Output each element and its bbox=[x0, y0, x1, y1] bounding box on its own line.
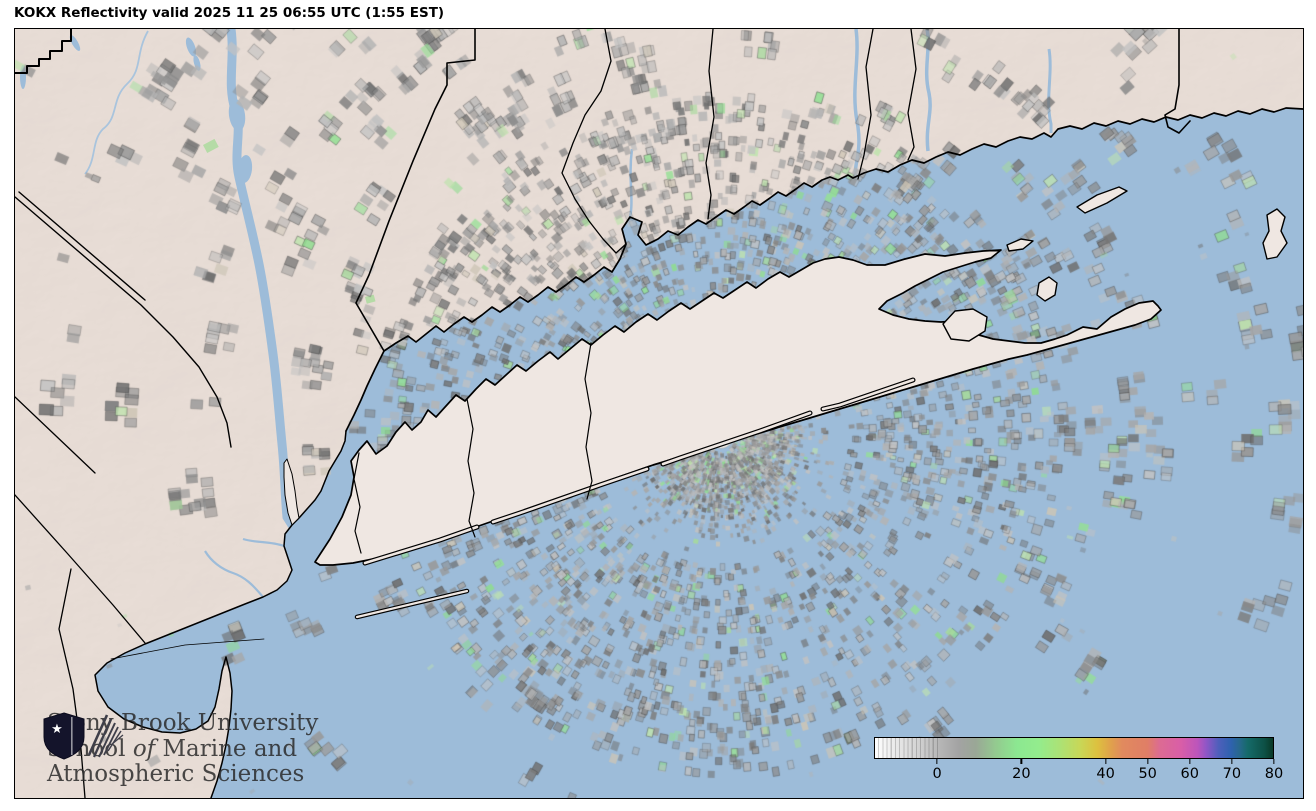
radar-map: ★ Stony Brook University School of Marin… bbox=[14, 28, 1304, 799]
nj-county-line-2 bbox=[58, 568, 86, 798]
colorbar-tick bbox=[936, 759, 938, 764]
colorbar-tick-label: 70 bbox=[1222, 766, 1242, 782]
colorbar-tick bbox=[1020, 759, 1023, 764]
colorbar-tick-label: 0 bbox=[932, 766, 942, 782]
connecticut-coastline bbox=[345, 107, 1303, 432]
plum-island-outline bbox=[1006, 238, 1034, 252]
li-county-line-nassau-suffolk bbox=[584, 342, 593, 500]
colorbar-tick-label: 40 bbox=[1096, 766, 1115, 782]
colorbar-tick bbox=[1231, 759, 1233, 764]
map-line-layer bbox=[15, 29, 1303, 798]
ny-nj-border bbox=[15, 191, 232, 448]
rockaway-spit-fill bbox=[355, 589, 469, 619]
colorbar: 0 20 40 50 60 70 80 bbox=[874, 737, 1283, 789]
shield-star: ★ bbox=[51, 722, 63, 737]
sbu-shield-icon: ★ bbox=[43, 712, 124, 760]
li-county-line-brooklyn-queens bbox=[353, 452, 362, 554]
logo-line-1: Stony Brook University bbox=[47, 710, 319, 736]
ct-county-line-1 bbox=[561, 29, 627, 254]
block-island-outline bbox=[1262, 208, 1288, 260]
nj-county-line-3 bbox=[15, 396, 96, 474]
colorbar-tick bbox=[1189, 759, 1191, 764]
ct-county-line-2 bbox=[705, 29, 715, 220]
colorbar-gradient bbox=[874, 737, 1274, 759]
nj-county-line-1 bbox=[15, 494, 146, 644]
colorbar-tick-label: 60 bbox=[1180, 766, 1200, 782]
logo-rays bbox=[87, 714, 124, 758]
long-island-outline bbox=[314, 249, 1162, 566]
manhattan bbox=[283, 458, 300, 526]
gardiners-island-outline bbox=[1036, 276, 1058, 302]
figure-title: KOKX Reflectivity valid 2025 11 25 06:55… bbox=[14, 5, 445, 21]
bay-transect-line bbox=[110, 638, 265, 660]
li-county-line-queens-nassau bbox=[466, 398, 476, 538]
logo-line-3: Atmospheric Sciences bbox=[47, 761, 305, 787]
colorbar-tick-label: 50 bbox=[1138, 766, 1157, 782]
colorbar-tick-label: 80 bbox=[1264, 766, 1284, 782]
harbor-coastline bbox=[94, 430, 347, 798]
ct-ri-border bbox=[1164, 29, 1191, 134]
barrier-island-fill bbox=[363, 378, 915, 565]
colorbar-tick bbox=[1104, 759, 1107, 764]
somas-logo: ★ Stony Brook University School of Marin… bbox=[41, 710, 319, 788]
colorbar-tick bbox=[1273, 759, 1275, 764]
colorbar-tick-label: 20 bbox=[1012, 766, 1031, 782]
nj-ny-stair-border bbox=[15, 29, 72, 74]
ny-ct-border bbox=[355, 29, 476, 352]
ct-county-line-3 bbox=[857, 29, 874, 180]
colorbar-tick bbox=[1147, 759, 1149, 764]
fishers-island-outline bbox=[1076, 186, 1128, 214]
ct-county-line-4 bbox=[907, 29, 917, 161]
colorbar-low-bin-stripes bbox=[875, 738, 939, 758]
